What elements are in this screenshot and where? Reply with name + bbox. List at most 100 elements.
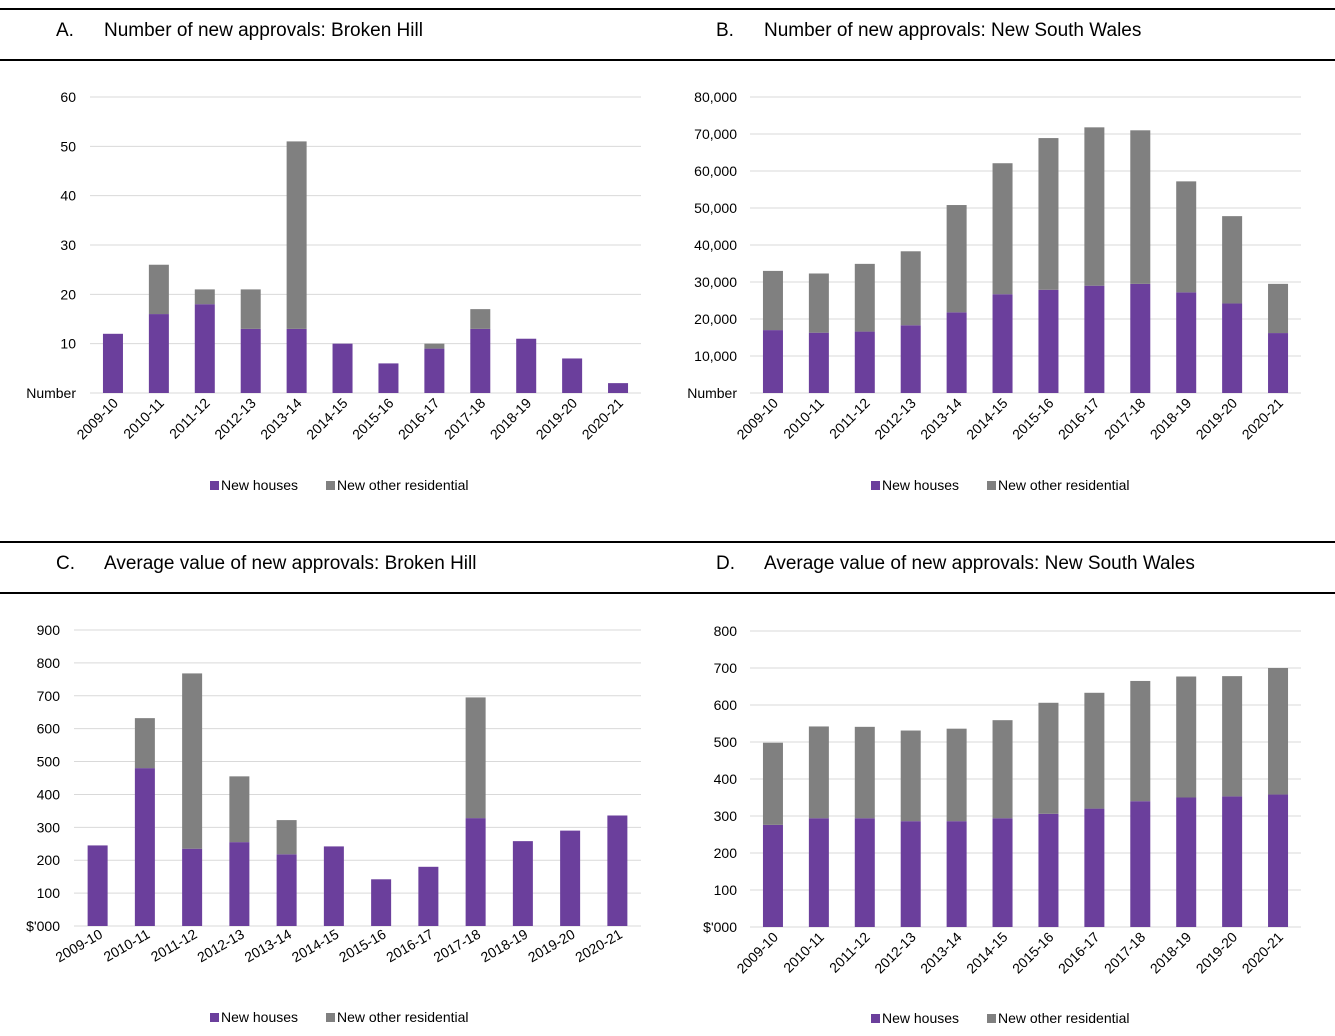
x-tick-label-a: 2011-12 <box>166 395 213 442</box>
bar-c-houses <box>87 845 108 926</box>
x-tick-label-d: 2014-15 <box>963 929 1011 977</box>
lower-title-rule <box>0 592 1335 594</box>
panel-b-title-text: Number of new approvals: New South Wales <box>764 20 1142 41</box>
legend-b: New houses New other residential <box>871 477 1130 493</box>
x-tick-label-a: 2009-10 <box>73 395 121 443</box>
x-tick-label-b: 2017-18 <box>1101 395 1149 443</box>
x-tick-label-d: 2015-16 <box>1009 929 1057 977</box>
bar-d-houses <box>1130 801 1151 927</box>
y-axis-label-d: $'000 <box>703 919 737 935</box>
bar-a-houses <box>378 363 399 393</box>
y-tick-label-d: 800 <box>714 623 738 639</box>
y-tick-label-d: 700 <box>714 660 738 676</box>
bar-a-houses <box>562 358 583 393</box>
y-tick-label-b: 70,000 <box>694 126 737 142</box>
x-tick-label-d: 2009-10 <box>733 929 781 977</box>
x-tick-label-a: 2019-20 <box>533 395 581 443</box>
legend-a: New houses New other residential <box>210 477 469 493</box>
x-tick-label-c: 2016-17 <box>383 926 436 966</box>
bar-a-other <box>470 309 491 329</box>
y-tick-label-c: 700 <box>37 688 61 704</box>
legend-swatch-b <box>871 481 880 490</box>
bar-b-other <box>1268 283 1289 334</box>
x-tick-label-d: 2010-11 <box>780 929 827 976</box>
x-tick-label-c: 2014-15 <box>289 926 342 966</box>
legend-label-d: New houses <box>882 1010 959 1026</box>
bar-c-houses <box>229 842 250 926</box>
legend-swatch-c <box>210 1013 219 1022</box>
bar-b-other <box>1222 216 1243 304</box>
bar-d-other <box>808 726 829 819</box>
bar-d-other <box>1084 692 1105 809</box>
bar-c-houses <box>276 854 297 926</box>
x-tick-label-c: 2018-19 <box>478 926 531 966</box>
bar-d-houses <box>900 821 921 927</box>
bar-c-houses <box>371 879 392 926</box>
x-tick-label-b: 2013-14 <box>917 395 965 443</box>
y-axis-label-c: $'000 <box>26 918 60 934</box>
bar-d-houses <box>808 818 829 927</box>
x-tick-label-a: 2016-17 <box>395 395 443 443</box>
legend-swatch-d <box>871 1014 880 1023</box>
bar-c-other <box>134 718 155 769</box>
bar-a-houses <box>102 333 123 393</box>
bar-c-houses <box>134 768 155 926</box>
bar-b-other <box>1038 138 1059 290</box>
bar-b-houses <box>1176 292 1197 393</box>
bar-b-houses <box>946 312 967 393</box>
top-rule <box>0 8 1335 10</box>
x-tick-label-b: 2020-21 <box>1239 395 1287 443</box>
legend-label-a: New houses <box>221 477 298 493</box>
bar-c-houses <box>512 841 533 926</box>
x-tick-label-d: 2012-13 <box>871 929 919 977</box>
y-tick-label-b: 50,000 <box>694 200 737 216</box>
panel-d-letter: D. <box>716 553 735 574</box>
bar-b-other <box>946 205 967 313</box>
x-tick-label-b: 2015-16 <box>1009 395 1057 443</box>
x-tick-label-c: 2019-20 <box>525 926 578 966</box>
bar-d-houses <box>854 818 875 927</box>
y-tick-label-d: 200 <box>714 845 738 861</box>
bar-b-houses <box>1130 283 1151 393</box>
bar-d-houses <box>762 824 783 927</box>
legend-swatch-a <box>210 481 219 490</box>
chart-c: 100200300400500600700800900$'0002009-102… <box>26 622 641 1025</box>
bar-d-other <box>992 720 1013 819</box>
y-tick-label-c: 400 <box>37 786 61 802</box>
bar-a-houses <box>148 314 169 393</box>
y-tick-label-b: 60,000 <box>694 163 737 179</box>
bar-a-houses <box>424 348 445 393</box>
bar-c-other <box>465 697 486 819</box>
y-tick-label-a: 40 <box>60 188 76 204</box>
bar-b-houses <box>992 294 1013 393</box>
y-tick-label-b: 20,000 <box>694 311 737 327</box>
bar-d-other <box>1038 702 1059 814</box>
legend-label-c: New houses <box>221 1009 298 1025</box>
bar-d-houses <box>1222 796 1243 927</box>
x-tick-label-d: 2013-14 <box>917 929 965 977</box>
bar-b-houses <box>1038 289 1059 393</box>
x-tick-label-c: 2015-16 <box>336 926 389 966</box>
bar-c-other <box>182 673 203 849</box>
y-tick-label-d: 300 <box>714 808 738 824</box>
bar-d-other <box>1222 676 1243 797</box>
x-tick-label-a: 2020-21 <box>579 395 627 443</box>
y-tick-label-d: 500 <box>714 734 738 750</box>
x-tick-label-a: 2014-15 <box>303 395 351 443</box>
y-tick-label-a: 30 <box>60 237 76 253</box>
x-tick-label-d: 2020-21 <box>1239 929 1287 977</box>
bar-c-houses <box>607 815 628 926</box>
bar-d-houses <box>1084 808 1105 927</box>
x-tick-label-b: 2019-20 <box>1193 395 1241 443</box>
bar-d-other <box>900 730 921 822</box>
bar-a-houses <box>516 338 537 393</box>
x-tick-label-b: 2018-19 <box>1147 395 1195 443</box>
x-tick-label-d: 2018-19 <box>1147 929 1195 977</box>
chart-b: 10,000 20,000 30,000 40,000 50,000 60,000 70,0… <box>687 89 1301 493</box>
legend-label-a: New other residential <box>337 477 469 493</box>
legend-label-b: New other residential <box>998 477 1130 493</box>
x-tick-label-c: 2009-10 <box>53 926 106 966</box>
